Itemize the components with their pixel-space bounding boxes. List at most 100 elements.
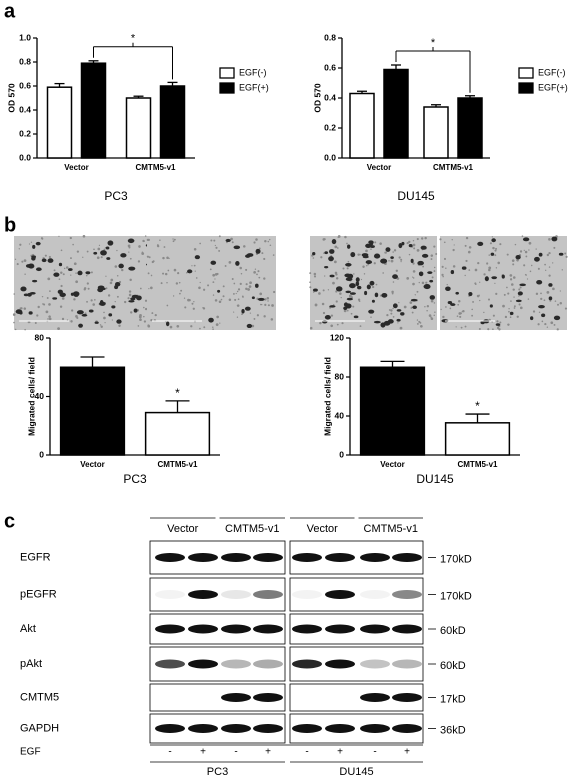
micrograph-speck bbox=[172, 240, 175, 243]
micrograph-speck bbox=[241, 295, 244, 298]
micrograph-speck bbox=[177, 272, 180, 275]
micrograph-cell bbox=[81, 313, 88, 317]
micrograph-speck bbox=[45, 310, 49, 314]
micrograph-speck bbox=[390, 312, 393, 315]
micrograph-speck bbox=[442, 315, 445, 319]
micrograph-speck bbox=[179, 292, 181, 295]
micrograph-speck bbox=[370, 248, 372, 250]
micrograph-cell bbox=[47, 258, 54, 263]
micrograph-speck bbox=[34, 321, 37, 325]
micrograph-speck bbox=[237, 288, 241, 291]
micrograph-speck bbox=[49, 290, 51, 293]
micrograph-speck bbox=[516, 259, 519, 262]
micrograph-speck bbox=[465, 259, 468, 263]
micrograph-cell bbox=[246, 323, 253, 329]
micrograph-speck bbox=[61, 317, 65, 321]
chart-title: DU145 bbox=[397, 189, 435, 203]
micrograph-speck bbox=[218, 235, 221, 238]
micrograph-speck bbox=[137, 260, 141, 263]
blot-band bbox=[221, 553, 251, 562]
micrograph-speck bbox=[519, 306, 523, 310]
blot-band bbox=[188, 590, 218, 599]
micrograph-speck bbox=[357, 298, 361, 301]
micrograph-speck bbox=[240, 272, 243, 275]
micrograph-cell bbox=[312, 288, 318, 292]
micrograph-speck bbox=[373, 262, 376, 265]
micrograph-speck bbox=[382, 272, 384, 274]
micrograph-speck bbox=[460, 326, 463, 329]
micrograph-speck bbox=[561, 269, 563, 271]
micrograph-cell bbox=[429, 279, 434, 283]
micrograph-speck bbox=[409, 301, 413, 304]
micrograph-speck bbox=[371, 285, 375, 289]
micrograph-speck bbox=[228, 298, 232, 302]
micrograph-speck bbox=[159, 239, 161, 241]
micrograph-speck bbox=[330, 314, 334, 317]
micrograph-speck bbox=[147, 324, 151, 328]
micrograph-cell bbox=[515, 299, 522, 303]
micrograph-cell bbox=[32, 279, 38, 283]
micrograph-cell bbox=[427, 271, 433, 274]
micrograph-speck bbox=[508, 310, 510, 313]
micrograph-speck bbox=[412, 276, 414, 278]
micrograph-speck bbox=[362, 265, 365, 268]
micrograph-speck bbox=[488, 254, 490, 256]
micrograph-speck bbox=[23, 259, 27, 262]
micrograph-cell bbox=[450, 270, 455, 275]
cell-line-label: PC3 bbox=[207, 766, 228, 778]
micrograph-speck bbox=[103, 316, 106, 320]
micrograph-cell bbox=[329, 249, 335, 254]
micrograph-speck bbox=[231, 241, 234, 244]
micrograph-cell bbox=[383, 320, 391, 326]
micrograph-cell bbox=[35, 267, 42, 272]
micrograph-cell bbox=[225, 238, 231, 243]
micrograph-speck bbox=[215, 323, 219, 327]
micrograph-speck bbox=[139, 314, 142, 317]
micrograph-speck bbox=[193, 301, 195, 303]
micrograph-cell bbox=[94, 321, 99, 324]
micrograph-speck bbox=[100, 325, 103, 328]
y-tick-label: 0.8 bbox=[19, 56, 31, 66]
y-tick-label: 0.0 bbox=[19, 152, 31, 162]
micrograph-speck bbox=[84, 312, 87, 315]
micrograph-speck bbox=[87, 287, 90, 290]
micrograph-cell bbox=[548, 296, 553, 301]
micrograph-speck bbox=[495, 247, 498, 250]
micrograph-speck bbox=[123, 300, 127, 304]
micrograph-speck bbox=[143, 315, 145, 318]
micrograph-speck bbox=[390, 259, 394, 263]
egf-sign: - bbox=[168, 747, 171, 758]
micrograph-speck bbox=[374, 241, 377, 244]
micrograph-cell bbox=[353, 315, 359, 319]
blot-band bbox=[253, 590, 283, 599]
micrograph-speck bbox=[509, 316, 512, 319]
micrograph-speck bbox=[492, 328, 494, 331]
micrograph-cell bbox=[345, 290, 352, 294]
micrograph-speck bbox=[388, 259, 390, 262]
x-tick-label: CMTM5-v1 bbox=[157, 460, 198, 469]
y-tick-label: 80 bbox=[35, 332, 45, 342]
micrograph-speck bbox=[535, 292, 539, 296]
micrograph-speck bbox=[489, 242, 492, 245]
micrograph-speck bbox=[213, 239, 216, 242]
micrograph-cell bbox=[515, 254, 521, 260]
micrograph-speck bbox=[24, 273, 26, 275]
micrograph-cell bbox=[374, 292, 379, 298]
micrograph-cell bbox=[530, 316, 534, 321]
micrograph-speck bbox=[479, 281, 481, 283]
blot-band bbox=[253, 659, 283, 669]
micrograph-speck bbox=[483, 311, 485, 314]
blot-band bbox=[253, 624, 283, 634]
row-label: pAkt bbox=[20, 658, 42, 670]
micrograph-speck bbox=[127, 297, 130, 300]
micrograph-cell bbox=[365, 243, 372, 248]
micrograph bbox=[440, 236, 567, 330]
micrograph-speck bbox=[191, 302, 194, 305]
micrograph-speck bbox=[127, 244, 131, 248]
micrograph-cell bbox=[114, 282, 121, 287]
micrograph-speck bbox=[203, 326, 206, 329]
micrograph-speck bbox=[230, 237, 233, 241]
micrograph-speck bbox=[130, 311, 133, 314]
micrograph-speck bbox=[540, 297, 543, 301]
micrograph-speck bbox=[375, 283, 378, 286]
